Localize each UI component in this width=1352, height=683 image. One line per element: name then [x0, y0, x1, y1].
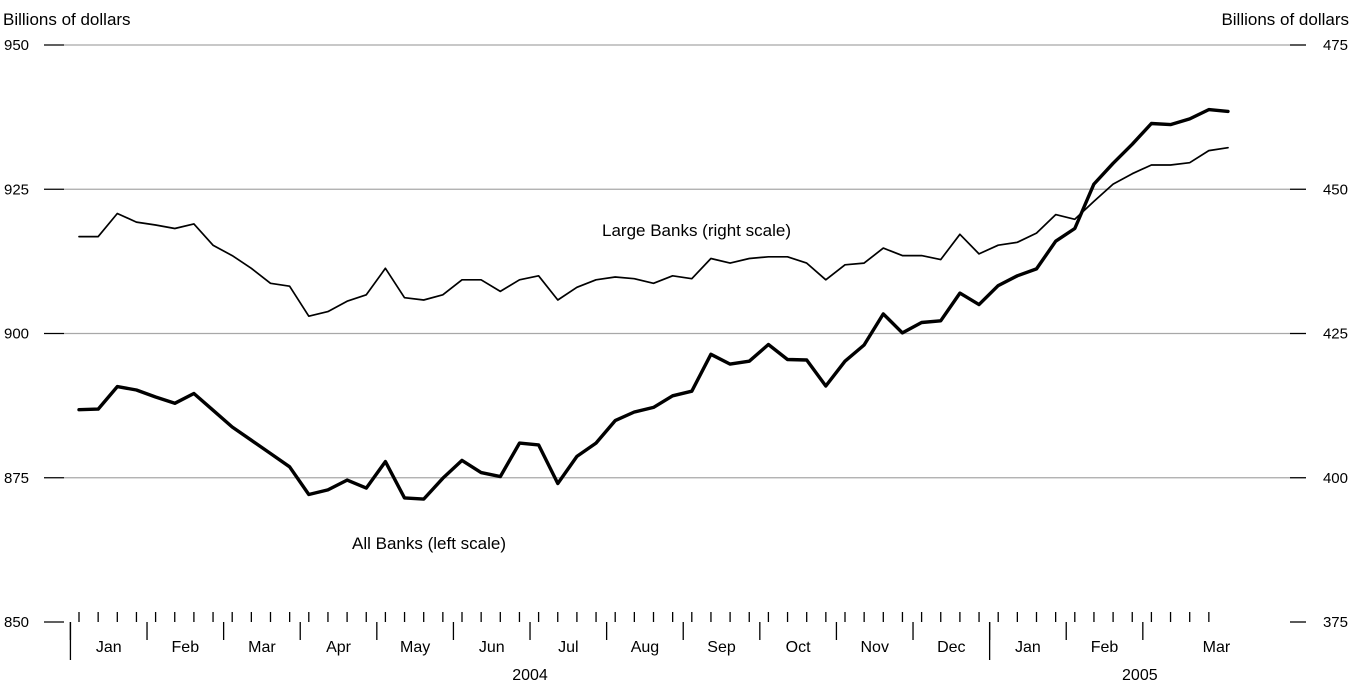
- right-axis: Billions of dollars 375 400 425 450 475: [1221, 10, 1349, 631]
- right-tick-label: 375: [1323, 614, 1348, 631]
- month-label: Apr: [326, 639, 352, 656]
- right-tick-label: 475: [1323, 37, 1348, 54]
- all-banks-line: [77, 107, 1230, 501]
- month-label: Oct: [786, 639, 811, 656]
- large-banks-line: [78, 146, 1229, 318]
- left-axis: Billions of dollars 850 875 900 925 950: [3, 10, 131, 631]
- month-label: Mar: [248, 639, 276, 656]
- month-label: Mar: [1203, 639, 1231, 656]
- year-label: 2004: [512, 667, 548, 683]
- left-tick-label: 900: [4, 326, 29, 343]
- series-group: [77, 107, 1230, 501]
- left-tick-label: 875: [4, 470, 29, 487]
- month-label: Sep: [707, 639, 736, 656]
- left-tick-label: 925: [4, 181, 29, 198]
- left-tick-label: 950: [4, 37, 29, 54]
- large-banks-series-label: Large Banks (right scale): [602, 221, 791, 240]
- month-label: Dec: [937, 639, 965, 656]
- all-banks-series-label: All Banks (left scale): [352, 534, 506, 553]
- month-label: Feb: [172, 639, 200, 656]
- series-labels: Large Banks (right scale) All Banks (lef…: [352, 221, 791, 553]
- right-axis-title: Billions of dollars: [1221, 10, 1349, 29]
- month-label: Nov: [860, 639, 888, 656]
- month-label: Feb: [1091, 639, 1119, 656]
- left-axis-title: Billions of dollars: [3, 10, 131, 29]
- right-tick-label: 450: [1323, 181, 1348, 198]
- right-tick-label: 400: [1323, 470, 1348, 487]
- month-label: May: [400, 639, 430, 656]
- month-label: Jan: [96, 639, 122, 656]
- left-tick-label: 850: [4, 614, 29, 631]
- month-label: Jan: [1015, 639, 1041, 656]
- month-label: Aug: [631, 639, 659, 656]
- x-axis: Jan Feb Mar Apr May Jun Jul Aug Sep Oct Nov Dec Jan F…: [69, 612, 1231, 683]
- right-tick-label: 425: [1323, 326, 1348, 343]
- month-label: Jun: [479, 639, 505, 656]
- year-label: 2005: [1122, 667, 1158, 683]
- gridlines: [64, 44, 1290, 479]
- month-label: Jul: [558, 639, 578, 656]
